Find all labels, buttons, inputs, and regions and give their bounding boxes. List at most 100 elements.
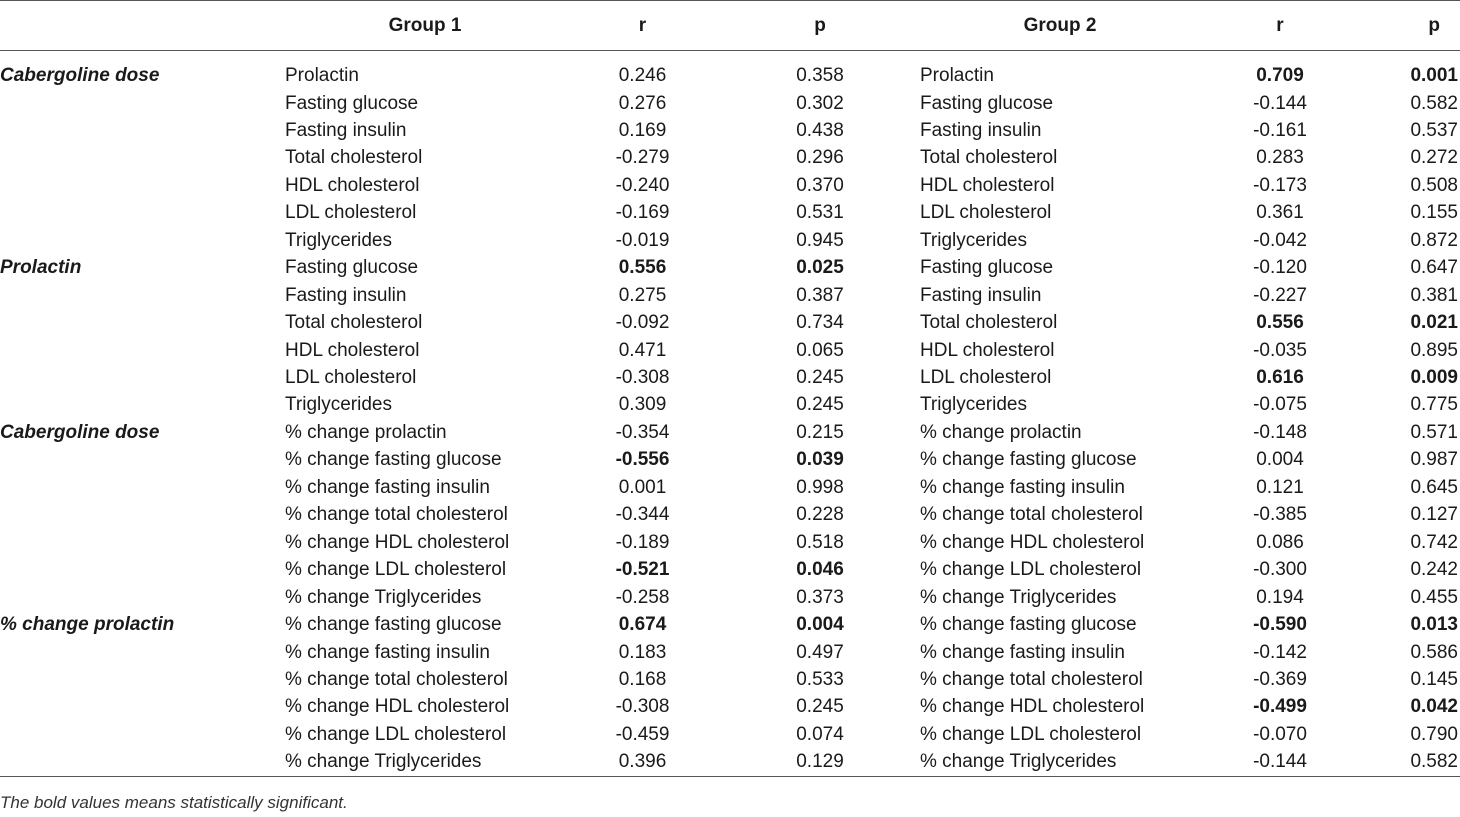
row-variable xyxy=(0,584,285,611)
group2-r: -0.144 xyxy=(1200,748,1360,777)
group2-p: 0.790 xyxy=(1410,723,1458,745)
group2-p: 0.021 xyxy=(1410,312,1458,334)
row-variable xyxy=(0,309,285,336)
group1-r: -0.344 xyxy=(615,504,670,526)
group2-p: 0.042 xyxy=(1410,696,1458,718)
group1-measure: % change Triglycerides xyxy=(285,586,482,608)
group1-r: -0.556 xyxy=(615,449,670,471)
group1-p: 0.734 xyxy=(796,312,844,334)
row-variable: Cabergoline dose xyxy=(0,65,160,87)
table-row: % change HDL cholesterol -0.308 0.245 % cha… xyxy=(0,693,1460,720)
group2-measure: Fasting insulin xyxy=(920,119,1042,141)
group1-measure: % change HDL cholesterol xyxy=(285,531,510,553)
group1-measure: % change HDL cholesterol xyxy=(285,696,510,718)
group2-measure: Total cholesterol xyxy=(920,147,1058,169)
group2-r: 0.086 xyxy=(1256,531,1304,553)
group1-p: 0.039 xyxy=(796,449,844,471)
group2-p: 0.381 xyxy=(1410,284,1458,306)
row-variable xyxy=(0,474,285,501)
group2-p: 0.127 xyxy=(1410,504,1458,526)
group1-r: -0.189 xyxy=(615,531,670,553)
group1-measure: % change total cholesterol xyxy=(285,669,508,691)
row-variable xyxy=(0,117,285,144)
group2-r: -0.144 xyxy=(1253,92,1307,114)
header-p2: p xyxy=(1360,0,1460,51)
group1-measure: % change LDL cholesterol xyxy=(285,559,507,581)
group2-measure: % change LDL cholesterol xyxy=(920,723,1142,745)
group1-r: 0.674 xyxy=(618,614,667,636)
group2-measure: % change Triglycerides xyxy=(920,748,1200,777)
group2-p: 0.537 xyxy=(1410,119,1458,141)
table-body: Cabergoline dose Prolactin 0.246 0.358 Prola… xyxy=(0,51,1460,777)
group1-r: -0.019 xyxy=(615,229,670,251)
group2-measure: Fasting insulin xyxy=(920,284,1042,306)
group2-measure: % change fasting insulin xyxy=(920,641,1125,663)
group2-r: 0.121 xyxy=(1256,476,1304,498)
row-variable: Prolactin xyxy=(0,257,82,279)
group2-measure: % change fasting glucose xyxy=(920,449,1137,471)
table-row: Cabergoline dose Prolactin 0.246 0.358 Prola… xyxy=(0,51,1460,90)
group1-p: 0.296 xyxy=(796,147,844,169)
table-row: LDL cholesterol -0.308 0.245 LDL cholestero… xyxy=(0,364,1460,391)
table-row: % change LDL cholesterol -0.521 0.046 % cha… xyxy=(0,556,1460,583)
group1-measure: Prolactin xyxy=(285,65,359,87)
header-group2: Group 2 xyxy=(920,0,1200,51)
row-variable xyxy=(0,199,285,226)
group1-measure: Triglycerides xyxy=(285,229,392,251)
table-row: % change total cholesterol -0.344 0.228 % c… xyxy=(0,501,1460,528)
group1-r: -0.258 xyxy=(615,586,670,608)
row-variable xyxy=(0,556,285,583)
group1-p: 0.245 xyxy=(796,367,844,389)
header-variable xyxy=(0,0,285,51)
group1-r: -0.279 xyxy=(615,147,670,169)
group2-r: -0.385 xyxy=(1253,504,1307,526)
group1-measure: % change Triglycerides xyxy=(285,748,565,777)
group1-p: 0.025 xyxy=(796,257,844,279)
table-row: Triglycerides 0.309 0.245 Triglycerides -0.0… xyxy=(0,391,1460,418)
group2-p: 0.009 xyxy=(1410,367,1458,389)
group1-measure: % change total cholesterol xyxy=(285,504,508,526)
group2-p: 0.647 xyxy=(1410,257,1458,279)
group1-r: 0.276 xyxy=(618,92,667,114)
table-row: % change total cholesterol 0.168 0.533 % ch… xyxy=(0,666,1460,693)
group1-measure: Total cholesterol xyxy=(285,147,423,169)
group2-r: -0.499 xyxy=(1253,696,1307,718)
group1-measure: HDL cholesterol xyxy=(285,339,420,361)
group1-measure: % change LDL cholesterol xyxy=(285,723,507,745)
group2-measure: % change LDL cholesterol xyxy=(920,559,1142,581)
group2-r: 0.709 xyxy=(1256,65,1304,87)
group1-p: 0.531 xyxy=(796,202,844,224)
group1-p: 0.438 xyxy=(796,119,844,141)
header-row: Group 1 r p Group 2 r p xyxy=(0,0,1460,51)
group2-measure: Total cholesterol xyxy=(920,312,1058,334)
row-variable xyxy=(0,446,285,473)
group2-measure: % change Triglycerides xyxy=(920,586,1117,608)
group1-p: 0.370 xyxy=(796,174,844,196)
row-variable xyxy=(0,666,285,693)
group2-measure: % change fasting insulin xyxy=(920,476,1125,498)
header-p1: p xyxy=(720,0,920,51)
group1-p: 0.387 xyxy=(796,284,844,306)
table-row: Fasting insulin 0.275 0.387 Fasting insulin… xyxy=(0,282,1460,309)
group2-p: 0.508 xyxy=(1410,174,1458,196)
group2-measure: LDL cholesterol xyxy=(920,367,1052,389)
group1-measure: % change fasting glucose xyxy=(285,449,502,471)
row-variable: Cabergoline dose xyxy=(0,421,160,443)
correlation-table: Group 1 r p Group 2 r p Cabergoline dose… xyxy=(0,0,1460,777)
group1-r: 0.556 xyxy=(618,257,667,279)
group1-measure: LDL cholesterol xyxy=(285,367,417,389)
group1-p: 0.228 xyxy=(796,504,844,526)
group1-measure: Fasting insulin xyxy=(285,284,407,306)
group2-measure: HDL cholesterol xyxy=(920,174,1055,196)
group2-measure: % change prolactin xyxy=(920,421,1082,443)
row-variable xyxy=(0,364,285,391)
group1-r: 0.001 xyxy=(618,476,667,498)
group2-measure: Fasting glucose xyxy=(920,257,1054,279)
row-variable xyxy=(0,144,285,171)
row-variable xyxy=(0,172,285,199)
group2-r: 0.004 xyxy=(1256,449,1304,471)
group2-measure: % change HDL cholesterol xyxy=(920,696,1145,718)
group2-p: 0.455 xyxy=(1410,586,1458,608)
table-row: % change HDL cholesterol -0.189 0.518 % cha… xyxy=(0,529,1460,556)
